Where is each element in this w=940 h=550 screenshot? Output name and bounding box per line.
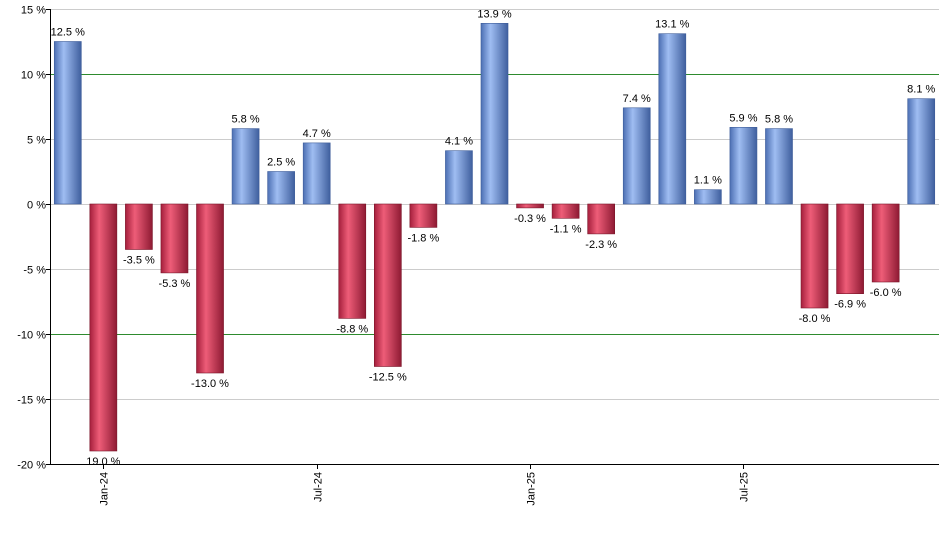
y-tick-label: -10 %: [17, 330, 46, 342]
bar: [694, 189, 722, 205]
bar: [907, 98, 936, 205]
bar: [231, 128, 260, 205]
bar: [871, 203, 900, 283]
data-label: 8.1 %: [907, 84, 935, 96]
x-tick-label: Jul-24: [313, 472, 325, 502]
bars: [53, 22, 936, 452]
data-label: 1.1 %: [694, 175, 722, 187]
bar: [729, 127, 758, 205]
data-label: 4.1 %: [445, 136, 473, 148]
bar: [622, 107, 651, 205]
x-tick-label: Jan-24: [99, 472, 111, 506]
y-tick-label: 0 %: [27, 200, 46, 212]
y-tick-label: 5 %: [27, 135, 46, 147]
x-tick-label: Jul-25: [739, 472, 751, 502]
data-label: 13.9 %: [477, 8, 511, 20]
bar: [302, 142, 331, 205]
axes: [50, 9, 939, 465]
data-label: -0.3 %: [514, 213, 546, 225]
data-label: -6.9 %: [834, 299, 866, 311]
bar: [765, 128, 793, 205]
x-tick-label: Jan-25: [526, 472, 538, 506]
y-axis-ticks: 15 % 10 % 5 % 0 % -5 % -10 % -15 % -20 %: [17, 5, 50, 472]
data-label: -8.0 %: [799, 313, 831, 325]
bar: [800, 203, 829, 309]
bar: [836, 203, 864, 294]
y-tick-label: -15 %: [17, 395, 46, 407]
bar: [160, 203, 189, 274]
bar: [551, 203, 580, 219]
data-label: -6.0 %: [870, 287, 902, 299]
data-label: -2.3 %: [585, 239, 617, 251]
y-tick-label: -5 %: [23, 265, 46, 277]
data-label: -8.8 %: [336, 323, 368, 335]
data-label: -13.0 %: [191, 378, 229, 390]
data-label: -1.8 %: [407, 232, 439, 244]
y-tick-label: 10 %: [21, 70, 46, 82]
data-label: -1.1 %: [550, 223, 582, 235]
y-tick-label: -20 %: [17, 460, 46, 472]
data-label: 7.4 %: [623, 93, 651, 105]
bar: [445, 150, 473, 205]
data-label: -3.5 %: [123, 255, 155, 267]
bar: [480, 22, 509, 205]
bar: [53, 41, 82, 205]
data-label: 2.5 %: [267, 157, 295, 169]
data-label: 19.0 %: [86, 456, 120, 468]
data-label: 4.7 %: [303, 128, 331, 140]
bar: [516, 203, 544, 209]
bar: [89, 203, 118, 452]
data-label: -5.3 %: [159, 278, 191, 290]
bar: [196, 203, 224, 374]
bar: [658, 33, 687, 205]
data-label: -12.5 %: [369, 372, 407, 384]
bar: [125, 203, 153, 250]
data-label: 5.8 %: [765, 114, 793, 126]
data-label: 5.9 %: [729, 112, 757, 124]
bar: [587, 203, 615, 235]
bar: [338, 203, 367, 319]
bar: [267, 171, 295, 205]
x-axis-ticks: Jan-24 Jul-24 Jan-25 Jul-25: [99, 464, 751, 506]
y-tick-label: 15 %: [21, 5, 46, 17]
data-label: 5.8 %: [232, 114, 260, 126]
data-labels: 12.5 % 19.0 % -3.5 % -5.3 % -13.0 % 5.8 % 2.5 …: [51, 8, 936, 468]
bar: [374, 203, 402, 367]
data-label: 13.1 %: [655, 19, 689, 31]
data-label: 12.5 %: [51, 27, 85, 39]
bar: [409, 203, 438, 228]
